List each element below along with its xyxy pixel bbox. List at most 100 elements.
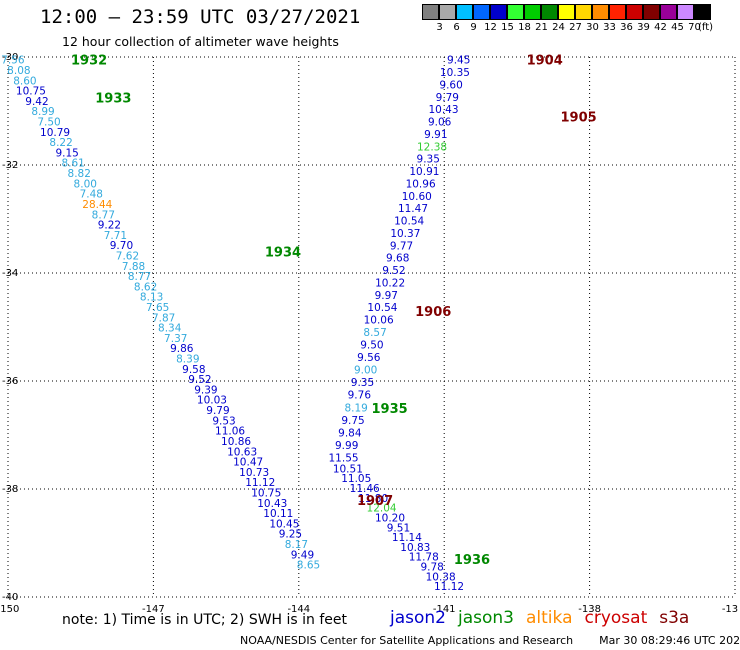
swh-label: 10.43	[257, 498, 287, 510]
swh-label: 10.54	[394, 216, 424, 228]
colorbar-swatch	[609, 4, 626, 20]
swh-label: 9.45	[447, 55, 470, 67]
swh-label: 9.49	[291, 549, 314, 561]
swh-label: 7.50	[37, 117, 60, 129]
swh-label: 11.46	[350, 483, 380, 495]
colorbar-swatch	[541, 4, 558, 20]
swh-label: 8.82	[68, 168, 91, 180]
y-tick-label: -30	[2, 52, 18, 63]
swh-label: 10.83	[400, 542, 430, 554]
swh-label: 8.60	[13, 75, 36, 87]
swh-label: 10.03	[197, 395, 227, 407]
colorbar-swatch	[643, 4, 660, 20]
colorbar-swatch	[490, 4, 507, 20]
swh-label: 9.25	[279, 529, 302, 541]
swh-label: 7.71	[104, 230, 127, 242]
hour-marker: 1936	[454, 553, 490, 568]
swh-label: 11.06	[215, 426, 245, 438]
hour-marker: 1907	[357, 494, 393, 509]
colorbar-tick-label: 33	[603, 22, 616, 33]
satellite-legend-item: cryosat	[584, 608, 648, 628]
swh-label: 10.11	[263, 508, 293, 520]
hour-marker: 1934	[265, 245, 301, 260]
swh-label: 8.61	[61, 158, 84, 170]
colorbar-tick-label: 70	[688, 22, 701, 33]
swh-label: 8.19	[344, 402, 367, 414]
swh-label: 9.50	[360, 340, 383, 352]
colorbar-tick-label: 36	[620, 22, 633, 33]
swh-label: 8.77	[128, 271, 151, 283]
swh-label: 8.65	[297, 560, 320, 572]
swh-label: 10.86	[221, 436, 251, 448]
swh-label: 10.47	[233, 457, 263, 469]
colorbar-tick-label: 21	[535, 22, 548, 33]
swh-label: 10.06	[364, 315, 394, 327]
credit-text: NOAA/NESDIS Center for Satellite Applica…	[240, 634, 574, 647]
x-tick-label: -147	[142, 604, 165, 615]
swh-label: 9.53	[212, 415, 235, 427]
satellite-tracks: 7.568.088.6010.759.428.997.5010.798.229.…	[1, 54, 597, 594]
swh-label: 7.87	[152, 312, 175, 324]
axis-tick-labels: -150 -147 -144 -141 -138 -13 -30 -32 -34 -36 -38 -4…	[0, 52, 738, 615]
y-tick-label: -38	[2, 484, 18, 495]
swh-label: 9.79	[436, 92, 459, 104]
y-tick-label: -32	[2, 160, 18, 171]
colorbar-swatch	[575, 4, 592, 20]
swh-label: 9.39	[194, 384, 217, 396]
swh-label: 12.38	[417, 141, 447, 153]
swh-label: 10.91	[409, 166, 439, 178]
swh-label: 10.35	[440, 67, 470, 79]
swh-label: 9.68	[386, 253, 409, 265]
satellite-legend-item: s3a	[659, 608, 690, 628]
hour-marker: 1935	[372, 402, 408, 417]
colorbar-tick-label: 9	[470, 22, 477, 33]
colorbar-swatch	[677, 4, 694, 20]
swh-label: 9.77	[390, 240, 413, 252]
colorbar-tick-label: 6	[453, 22, 460, 33]
swh-label: 11.05	[341, 473, 371, 485]
swh-label: 11.14	[392, 532, 422, 544]
colorbar-tick-label: 15	[501, 22, 514, 33]
satellite-legend-item: jason3	[458, 608, 514, 628]
swh-label: 9.99	[335, 440, 358, 452]
hour-marker: 1904	[527, 54, 563, 69]
colorbar-swatch	[592, 4, 609, 20]
swh-label: 11.80	[358, 493, 388, 505]
track-track_a: 7.568.088.6010.759.428.997.5010.798.229.…	[1, 54, 490, 572]
y-tick-label: -36	[2, 376, 18, 387]
hour-marker: 1906	[415, 305, 451, 320]
colorbar-swatch	[422, 4, 439, 20]
swh-label: 9.86	[170, 343, 194, 355]
swh-label: 8.99	[31, 106, 54, 118]
x-tick-label: -141	[433, 604, 456, 615]
swh-label: 10.54	[367, 302, 397, 314]
colorbar-tick-label: 30	[586, 22, 599, 33]
colorbar-swatch	[626, 4, 643, 20]
track-track_b: 9.4510.359.609.7910.439.069.9112.389.351…	[329, 54, 597, 594]
colorbar-swatch	[456, 4, 473, 20]
swh-label: 8.08	[7, 65, 30, 77]
swh-label: 11.78	[409, 552, 439, 564]
generated-timestamp: Mar 30 08:29:46 UTC 2021	[599, 634, 740, 647]
swh-label: 8.13	[140, 292, 163, 304]
swh-label: 11.12	[245, 477, 275, 489]
swh-label: 9.79	[206, 405, 229, 417]
colorbar-tick-label: 18	[518, 22, 531, 33]
satellite-legend-item: altika	[526, 608, 573, 628]
colorbar-unit: (ft)	[698, 22, 714, 33]
swh-label: 9.58	[182, 364, 205, 376]
swh-label: 10.51	[333, 463, 363, 475]
credit-line: NOAA/NESDIS Center for Satellite Applica…	[240, 634, 740, 647]
swh-label: 9.15	[55, 147, 78, 159]
swh-label: 7.56	[1, 55, 25, 67]
swh-label: 10.45	[269, 518, 299, 530]
hour-marker: 1932	[71, 54, 107, 69]
swh-label: 9.22	[98, 220, 121, 232]
colorbar-swatch	[558, 4, 575, 20]
swh-label: 9.35	[417, 154, 440, 166]
swh-label: 8.62	[134, 281, 157, 293]
hour-marker: 1933	[95, 92, 131, 107]
swh-label: 10.38	[426, 571, 456, 583]
swh-label: 9.75	[341, 415, 364, 427]
colorbar-tick-label: 3	[436, 22, 443, 33]
